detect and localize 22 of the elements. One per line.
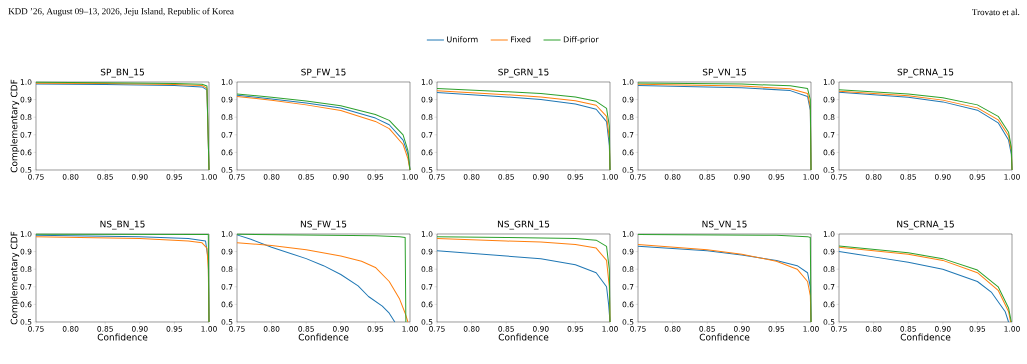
chart-title: NS_FW_15	[300, 220, 347, 230]
x-axis-title: Confidence	[699, 333, 750, 341]
chart-title: SP_VN_15	[702, 68, 746, 78]
text: Trovato et al.	[972, 8, 1020, 16]
chart-title: NS_BN_15	[100, 220, 145, 230]
legend-label: Uniform	[447, 36, 478, 43]
text: KDD ’26, August 09–13, 2026, Jeju Island, Republic of Korea	[8, 7, 234, 17]
x-axis-title: Confidence	[498, 333, 549, 341]
chart-title: NS_CRNA_15	[897, 220, 954, 230]
x-axis-title: Confidence	[298, 333, 349, 341]
y-axis-title: Complementary CDF	[10, 231, 20, 325]
x-axis-title: Confidence	[900, 333, 951, 341]
chart-title: SP_FW_15	[301, 68, 346, 78]
chart-title: NS_GRN_15	[497, 220, 550, 230]
legend-label: Fixed	[511, 36, 531, 43]
chart-title: SP_GRN_15	[498, 68, 549, 78]
y-axis-title: Complementary CDF	[10, 79, 20, 173]
chart-title: SP_CRNA_15	[897, 68, 954, 78]
x-axis-title: Confidence	[97, 333, 148, 341]
legend-label: Diff-prior	[563, 36, 599, 44]
chart-title: SP_BN_15	[100, 68, 144, 78]
chart-title: NS_VN_15	[702, 220, 747, 230]
